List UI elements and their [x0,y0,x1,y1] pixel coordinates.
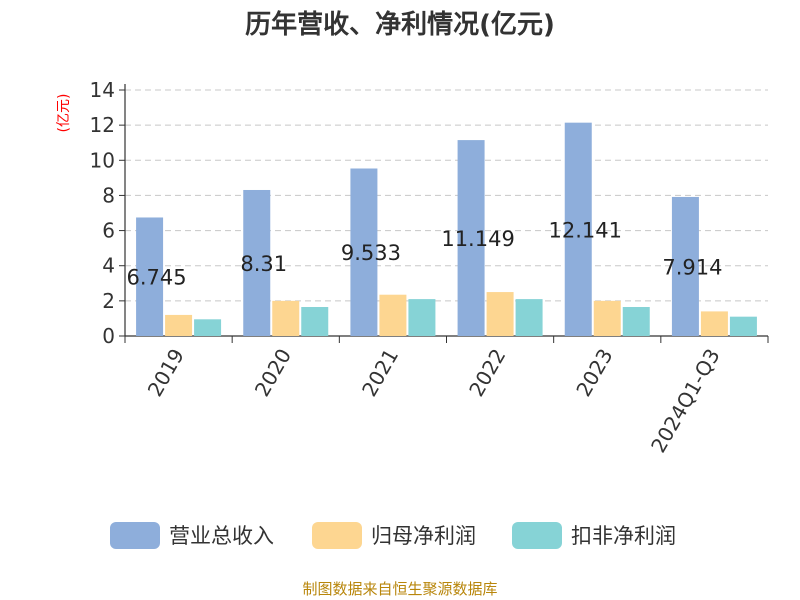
x-tick-label: 2023 [571,345,617,401]
bar-revenue [564,122,592,336]
x-tick-label: 2024Q1-Q3 [646,345,725,457]
bar-net-profit [165,314,193,336]
legend-swatch [110,522,160,549]
legend-label: 营业总收入 [169,524,274,548]
bar-net-profit [700,311,728,336]
x-tick-label: 2019 [143,345,189,401]
bar-deducted-profit [729,316,757,336]
legend-label: 归母净利润 [371,524,476,548]
y-tick-label: 14 [90,78,115,102]
bar-revenue [350,168,378,336]
bar-revenue [243,189,271,336]
legend-swatch [312,522,362,549]
y-tick-label: 12 [90,113,115,137]
data-label: 8.31 [240,252,287,276]
bar-deducted-profit [194,319,222,336]
bar-revenue [136,217,164,336]
data-label: 7.914 [662,255,722,279]
y-tick-label: 10 [90,148,115,172]
x-tick-label: 2022 [464,345,510,401]
y-tick-label: 0 [102,324,115,348]
bar-revenue [671,196,699,336]
bar-deducted-profit [301,307,329,336]
data-label: 9.533 [341,241,401,265]
bar-revenue [457,140,485,336]
legend-swatch [512,522,562,549]
y-tick-label: 8 [102,183,115,207]
source-note: 制图数据来自恒生聚源数据库 [302,580,498,598]
data-label: 12.141 [549,218,622,242]
bar-net-profit [593,300,621,336]
y-tick-label: 6 [102,219,115,243]
bar-net-profit [486,292,514,336]
data-label: 6.745 [127,266,187,290]
chart-title: 历年营收、净利情况(亿元) [245,10,555,40]
bar-net-profit [379,294,407,336]
x-tick-label: 2020 [250,345,296,401]
data-label: 11.149 [441,227,514,251]
y-tick-label: 2 [102,289,115,313]
x-tick-label: 2021 [357,345,403,401]
legend-label: 扣非净利润 [571,524,676,548]
y-tick-label: 4 [102,254,115,278]
bar-deducted-profit [408,299,436,336]
bar-deducted-profit [622,307,650,336]
bar-net-profit [272,300,300,336]
y-axis-label: (亿元) [56,94,72,133]
bar-deducted-profit [515,299,543,336]
